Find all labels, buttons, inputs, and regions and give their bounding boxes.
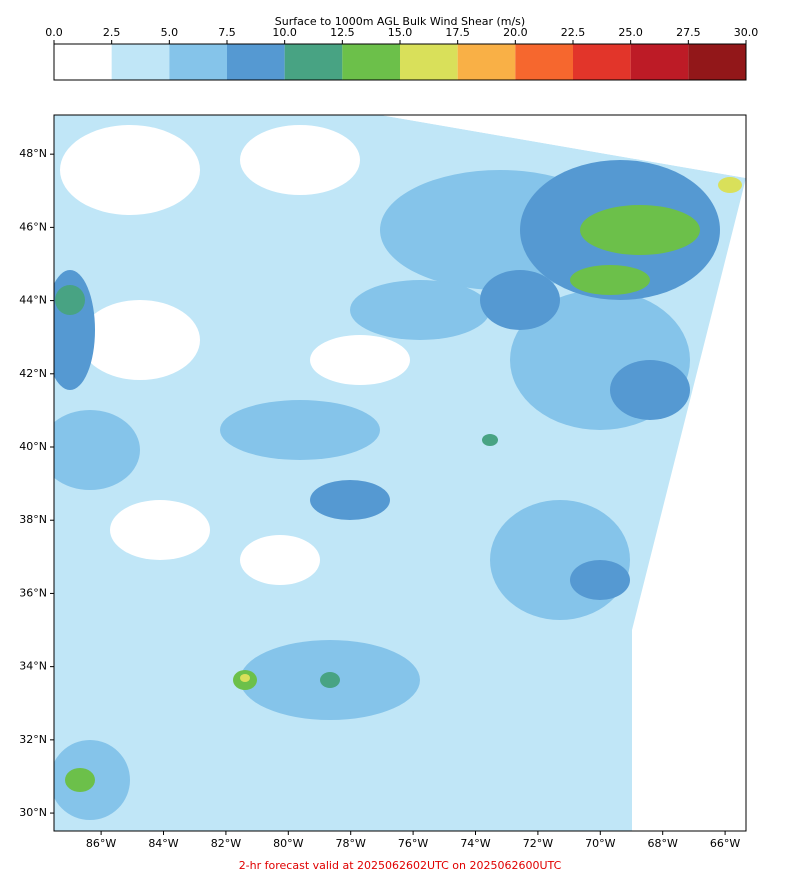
lon-tick-label: 76°W <box>398 837 428 850</box>
map-field <box>53 114 747 832</box>
lon-tick-label: 86°W <box>86 837 116 850</box>
colorbar-swatch <box>457 44 516 80</box>
lon-tick-label: 70°W <box>585 837 615 850</box>
colorbar-tick-label: 2.5 <box>103 26 121 39</box>
colorbar-tick-label: 30.0 <box>734 26 759 39</box>
colorbar-tick-label: 20.0 <box>503 26 528 39</box>
lon-tick-label: 72°W <box>523 837 553 850</box>
colorbar-swatch <box>515 44 573 80</box>
lat-tick-label: 44°N <box>19 294 47 307</box>
colorbar-tick-label: 27.5 <box>676 26 701 39</box>
lat-tick-label: 48°N <box>19 147 47 160</box>
colorbar-tick-label: 7.5 <box>218 26 236 39</box>
colorbar-swatch <box>284 44 343 80</box>
lat-tick-label: 32°N <box>19 733 47 746</box>
colorbar-swatch <box>227 44 285 80</box>
colorbar-title: Surface to 1000m AGL Bulk Wind Shear (m/… <box>275 15 525 28</box>
lon-tick-label: 66°W <box>710 837 740 850</box>
colorbar-swatch <box>54 44 112 80</box>
colorbar-tick-label: 0.0 <box>45 26 63 39</box>
colorbar-swatch <box>400 44 458 80</box>
lon-tick-label: 78°W <box>336 837 366 850</box>
colorbar-swatch <box>111 44 170 80</box>
colorbar-tick-label: 22.5 <box>561 26 586 39</box>
footer: 2-hr forecast valid at 2025062602UTC on … <box>239 859 562 872</box>
colorbar-swatch <box>688 44 746 80</box>
lon-tick-label: 82°W <box>211 837 241 850</box>
lat-tick-label: 36°N <box>19 586 47 599</box>
lat-tick-label: 38°N <box>19 513 47 526</box>
lon-tick-label: 80°W <box>273 837 303 850</box>
lon-tick-label: 68°W <box>648 837 678 850</box>
map-axes: 30°N 32°N 34°N 36°N 38°N 40°N 42°N 44°N 46°N 48°N… <box>19 147 740 850</box>
colorbar-tick-label: 10.0 <box>272 26 297 39</box>
lat-tick-label: 46°N <box>19 220 47 233</box>
colorbar: 0.0 2.5 5.0 7.5 10.0 12.5 15.0 17.5 20.0 22.5 25.0… <box>45 26 759 81</box>
colorbar-swatch <box>342 44 400 80</box>
colorbar-tick-label: 25.0 <box>618 26 643 39</box>
lat-tick-label: 34°N <box>19 660 47 673</box>
lon-tick-label: 84°W <box>148 837 178 850</box>
colorbar-tick-label: 15.0 <box>388 26 413 39</box>
colorbar-tick-label: 17.5 <box>445 26 470 39</box>
lat-tick-label: 40°N <box>19 440 47 453</box>
colorbar-tick-label: 12.5 <box>330 26 355 39</box>
lat-tick-label: 30°N <box>19 806 47 819</box>
colorbar-swatch <box>169 44 227 80</box>
lat-tick-label: 42°N <box>19 367 47 380</box>
colorbar-swatch <box>573 44 631 80</box>
colorbar-swatch <box>630 44 689 80</box>
lon-tick-label: 74°W <box>460 837 490 850</box>
colorbar-tick-label: 5.0 <box>161 26 179 39</box>
